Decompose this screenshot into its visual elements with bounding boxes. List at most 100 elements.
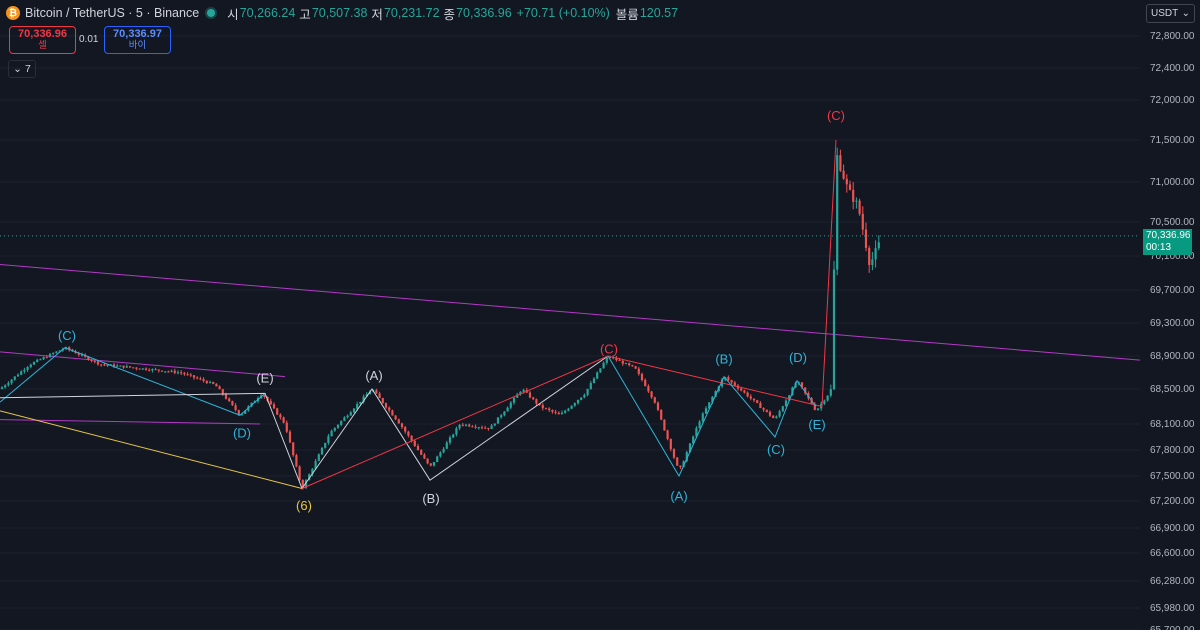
candle-body xyxy=(356,404,359,409)
candle-body xyxy=(516,394,519,398)
wave-label: (B) xyxy=(422,491,439,506)
candle-body xyxy=(484,427,487,429)
candle-body xyxy=(458,424,461,429)
candle-body xyxy=(845,178,848,185)
candle-body xyxy=(173,370,176,373)
candle-body xyxy=(855,200,858,202)
candle-body xyxy=(375,390,378,394)
wave-label: (B) xyxy=(715,351,732,366)
candle-body xyxy=(212,382,215,384)
candles xyxy=(0,147,880,490)
candle-body xyxy=(698,421,701,428)
candle-body xyxy=(112,364,116,367)
price-tick-label: 67,800.00 xyxy=(1150,445,1195,456)
wave-labels: (C) (D) (E) (6) (A) (B) (C) (A) (B) (C) (D) (E) (C) xyxy=(58,108,845,513)
candle-body xyxy=(240,413,244,415)
candle-body xyxy=(829,389,832,396)
candle-body xyxy=(304,480,308,488)
wave-label: (C) xyxy=(600,341,618,356)
candle-body xyxy=(90,359,93,361)
candle-body xyxy=(404,427,407,432)
candle-body xyxy=(535,399,538,404)
candle-body xyxy=(231,401,234,406)
wave-label: (A) xyxy=(670,488,687,503)
candle-body xyxy=(215,383,218,387)
indicators-count: 7 xyxy=(24,63,31,75)
wave-label: (E) xyxy=(808,417,825,432)
candle-body xyxy=(199,378,202,380)
candle-body xyxy=(842,170,845,179)
candle-body xyxy=(599,368,602,373)
candle-body xyxy=(762,407,765,410)
candle-body xyxy=(490,425,493,429)
candle-body xyxy=(292,442,295,456)
candle-body xyxy=(410,435,413,441)
candle-body xyxy=(554,411,557,413)
candle-body xyxy=(349,412,352,416)
last-price-value: 70,336.96 xyxy=(1146,229,1191,241)
candle-body xyxy=(637,368,640,374)
volume-value: 120.57 xyxy=(639,6,679,20)
price-tick-label: 68,100.00 xyxy=(1150,419,1195,430)
candle-body xyxy=(413,440,416,446)
candle-body xyxy=(858,200,861,214)
candle-body xyxy=(775,416,778,419)
candle-body xyxy=(317,454,320,462)
price-tick-label: 67,500.00 xyxy=(1150,471,1195,482)
candle-body xyxy=(874,248,877,260)
candle-body xyxy=(336,424,340,428)
candle-body xyxy=(36,359,39,362)
candle-body xyxy=(381,398,384,404)
candle-body xyxy=(695,427,698,437)
candle-body xyxy=(576,399,580,404)
candle-body xyxy=(765,409,768,412)
candle-body xyxy=(509,402,512,408)
candle-body xyxy=(426,458,429,464)
buy-button[interactable]: 70,336.97 바이 xyxy=(104,26,171,54)
candle-body xyxy=(4,385,7,388)
open-value: 70,266.24 xyxy=(239,6,296,20)
candle-body xyxy=(416,445,420,451)
candle-body xyxy=(116,365,119,367)
sell-button[interactable]: 70,336.96 셀 xyxy=(9,26,76,54)
candle-body xyxy=(548,408,551,411)
wave-label: (C) xyxy=(767,442,785,457)
candle-body xyxy=(468,424,471,427)
candle-body xyxy=(164,371,167,373)
candle-body xyxy=(237,410,240,415)
candle-body xyxy=(23,369,26,372)
candle-body xyxy=(644,379,647,387)
grid-lines xyxy=(0,35,1140,630)
price-tick-label: 65,700.00 xyxy=(1150,625,1195,630)
candle-body xyxy=(544,408,548,410)
candle-body xyxy=(400,423,404,428)
candle-body xyxy=(628,363,631,366)
countdown-timer: 00:13 xyxy=(1146,241,1172,253)
market-status-icon xyxy=(207,9,216,17)
indicators-toggle-button[interactable]: ⌄ 7 xyxy=(8,60,36,78)
candle-body xyxy=(100,364,103,366)
volume-label: 볼륨 xyxy=(615,7,639,22)
candle-body xyxy=(327,436,330,443)
candle-body xyxy=(727,377,730,381)
candle-body xyxy=(839,155,842,171)
candle-body xyxy=(557,412,560,415)
candle-body xyxy=(560,412,564,415)
candle-body xyxy=(730,380,733,383)
candle-body xyxy=(423,454,426,459)
last-price-badge: 70,336.96 00:13 xyxy=(1143,228,1192,255)
candle-body xyxy=(135,367,138,369)
candle-body xyxy=(746,392,749,397)
candle-body xyxy=(368,391,372,395)
wave-line xyxy=(0,347,266,416)
candle-body xyxy=(740,388,743,391)
candle-body xyxy=(391,410,394,416)
symbol-title[interactable]: Bitcoin / TetherUS · 5 · Binance xyxy=(25,6,200,20)
candle-body xyxy=(48,353,52,358)
candle-body xyxy=(592,378,596,384)
candle-body xyxy=(781,406,784,412)
currency-select[interactable]: USDT ⌄ xyxy=(1146,4,1195,23)
candle-body xyxy=(125,366,128,368)
chevron-down-icon: ⌄ xyxy=(13,63,22,75)
